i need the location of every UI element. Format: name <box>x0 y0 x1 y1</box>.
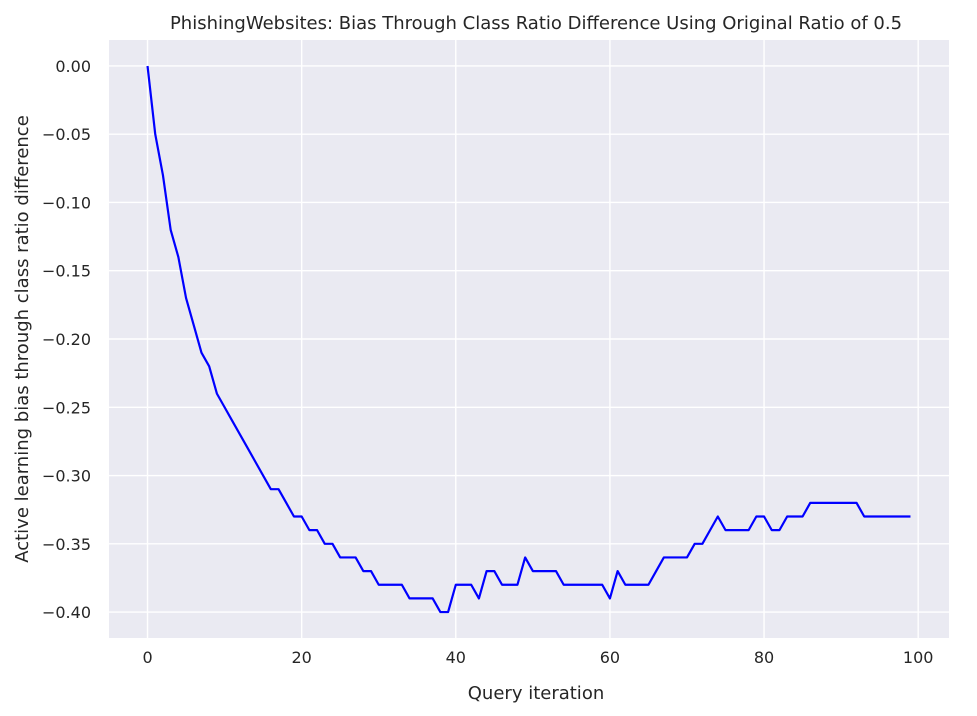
bias-series-line <box>146 65 911 614</box>
y-tick-label: −0.15 <box>42 262 91 281</box>
x-tick-labels: 0 20 40 60 80 100 <box>142 648 933 667</box>
y-tick-label: −0.35 <box>42 535 91 554</box>
x-tick-label: 20 <box>291 648 311 667</box>
y-tick-label: −0.30 <box>42 467 91 486</box>
y-tick-labels: 0.00 −0.05 −0.10 −0.15 −0.20 −0.25 −0.30 −0.35 −… <box>42 57 91 622</box>
y-tick-label: −0.20 <box>42 330 91 349</box>
y-tick-label: −0.25 <box>42 398 91 417</box>
x-axis-label: Query iteration <box>468 683 604 704</box>
x-tick-label: 40 <box>446 648 466 667</box>
x-tick-label: 80 <box>754 648 774 667</box>
y-tick-label: 0.00 <box>55 57 91 76</box>
x-tick-label: 60 <box>600 648 620 667</box>
x-tick-label: 0 <box>142 648 152 667</box>
y-tick-label: −0.05 <box>42 125 91 144</box>
chart-title: PhishingWebsites: Bias Through Class Rat… <box>170 13 902 34</box>
y-tick-label: −0.40 <box>42 603 91 622</box>
y-axis-label: Active learning bias through class ratio… <box>12 115 33 563</box>
x-tick-label: 100 <box>903 648 934 667</box>
grid-lines <box>109 40 949 638</box>
y-tick-label: −0.10 <box>42 193 91 212</box>
